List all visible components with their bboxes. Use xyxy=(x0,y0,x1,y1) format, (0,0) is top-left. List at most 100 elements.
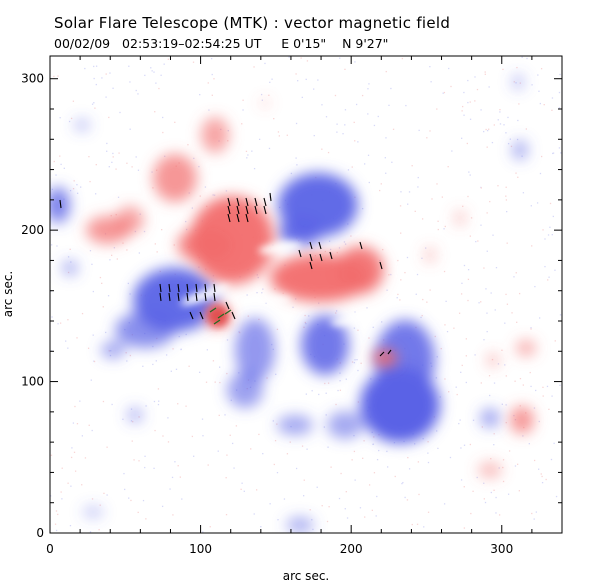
noise-speck xyxy=(192,61,195,63)
noise-speck xyxy=(261,292,263,294)
noise-speck xyxy=(467,101,469,104)
coordinate-north: N 9'27" xyxy=(342,36,389,51)
noise-speck xyxy=(212,194,214,196)
noise-speck xyxy=(465,381,467,384)
vector-segment xyxy=(318,241,322,250)
noise-speck xyxy=(355,103,358,106)
noise-speck xyxy=(547,279,549,281)
vector-segment xyxy=(186,283,189,293)
noise-speck xyxy=(73,451,76,453)
noise-speck xyxy=(470,217,473,219)
noise-speck xyxy=(329,248,332,251)
noise-speck xyxy=(368,83,370,85)
noise-speck xyxy=(522,384,524,386)
noise-speck xyxy=(240,488,242,490)
vector-segment xyxy=(263,205,267,215)
noise-speck xyxy=(394,475,396,478)
noise-speck xyxy=(380,183,382,185)
noise-speck xyxy=(109,72,111,74)
noise-speck xyxy=(51,316,53,318)
noise-speck xyxy=(171,476,174,479)
noise-speck xyxy=(498,514,501,516)
noise-speck xyxy=(246,294,248,296)
noise-speck xyxy=(476,88,479,91)
noise-speck xyxy=(295,122,298,125)
noise-speck xyxy=(416,523,419,525)
noise-speck xyxy=(324,382,326,385)
noise-speck xyxy=(402,481,404,484)
noise-speck xyxy=(126,360,128,362)
noise-speck xyxy=(241,482,243,484)
noise-speck xyxy=(515,272,517,274)
noise-speck xyxy=(377,115,379,118)
noise-speck xyxy=(306,60,309,62)
noise-speck xyxy=(337,389,339,392)
noise-speck xyxy=(153,400,156,403)
noise-speck xyxy=(513,276,515,278)
noise-speck xyxy=(540,473,542,475)
noise-speck xyxy=(271,78,273,80)
noise-speck xyxy=(343,241,346,243)
noise-speck xyxy=(187,144,189,146)
noise-speck xyxy=(144,74,146,77)
noise-speck xyxy=(505,375,507,377)
noise-speck xyxy=(427,461,430,464)
noise-speck xyxy=(262,288,264,290)
noise-speck xyxy=(306,448,308,450)
vector-segment xyxy=(309,253,313,262)
noise-speck xyxy=(540,68,543,70)
noise-speck xyxy=(558,91,561,94)
noise-speck xyxy=(129,128,131,130)
noise-speck xyxy=(480,224,482,226)
noise-speck xyxy=(539,172,542,175)
noise-speck xyxy=(336,251,338,254)
noise-speck xyxy=(295,157,297,159)
noise-speck xyxy=(335,312,337,314)
noise-speck xyxy=(502,480,505,483)
noise-speck xyxy=(153,467,155,470)
noise-speck xyxy=(67,347,69,349)
noise-speck xyxy=(57,323,59,325)
noise-speck xyxy=(411,165,413,167)
noise-speck xyxy=(477,240,479,242)
noise-speck xyxy=(505,404,507,406)
noise-speck xyxy=(292,306,294,308)
noise-speck xyxy=(499,123,502,125)
noise-speck xyxy=(327,446,329,448)
noise-speck xyxy=(357,369,359,372)
noise-speck xyxy=(123,472,125,475)
noise-speck xyxy=(247,315,249,317)
noise-speck xyxy=(170,370,172,372)
noise-speck xyxy=(81,312,84,315)
noise-speck xyxy=(448,67,450,70)
y-tick-label: 200 xyxy=(21,223,44,237)
noise-speck xyxy=(354,140,356,142)
noise-speck xyxy=(59,117,61,119)
noise-speck xyxy=(368,484,371,486)
polarity-inversion-lines xyxy=(180,242,370,326)
noise-speck xyxy=(111,254,113,256)
noise-speck xyxy=(551,109,553,112)
noise-speck xyxy=(533,407,536,409)
noise-speck xyxy=(339,372,341,374)
noise-speck xyxy=(411,523,413,526)
noise-speck xyxy=(445,300,447,302)
noise-speck xyxy=(486,250,488,252)
noise-speck xyxy=(506,210,508,213)
noise-speck xyxy=(517,176,519,178)
noise-speck xyxy=(558,107,561,109)
noise-speck xyxy=(460,293,463,295)
noise-speck xyxy=(188,365,190,367)
noise-speck xyxy=(276,471,279,474)
noise-speck xyxy=(478,302,480,304)
noise-speck xyxy=(65,340,67,342)
noise-speck xyxy=(345,378,347,380)
noise-speck xyxy=(92,334,94,336)
noise-speck xyxy=(421,218,424,220)
noise-speck xyxy=(462,205,464,208)
noise-speck xyxy=(559,384,561,386)
noise-speck xyxy=(173,244,175,246)
noise-speck xyxy=(323,426,326,428)
noise-speck xyxy=(373,472,376,474)
noise-speck xyxy=(80,186,82,188)
